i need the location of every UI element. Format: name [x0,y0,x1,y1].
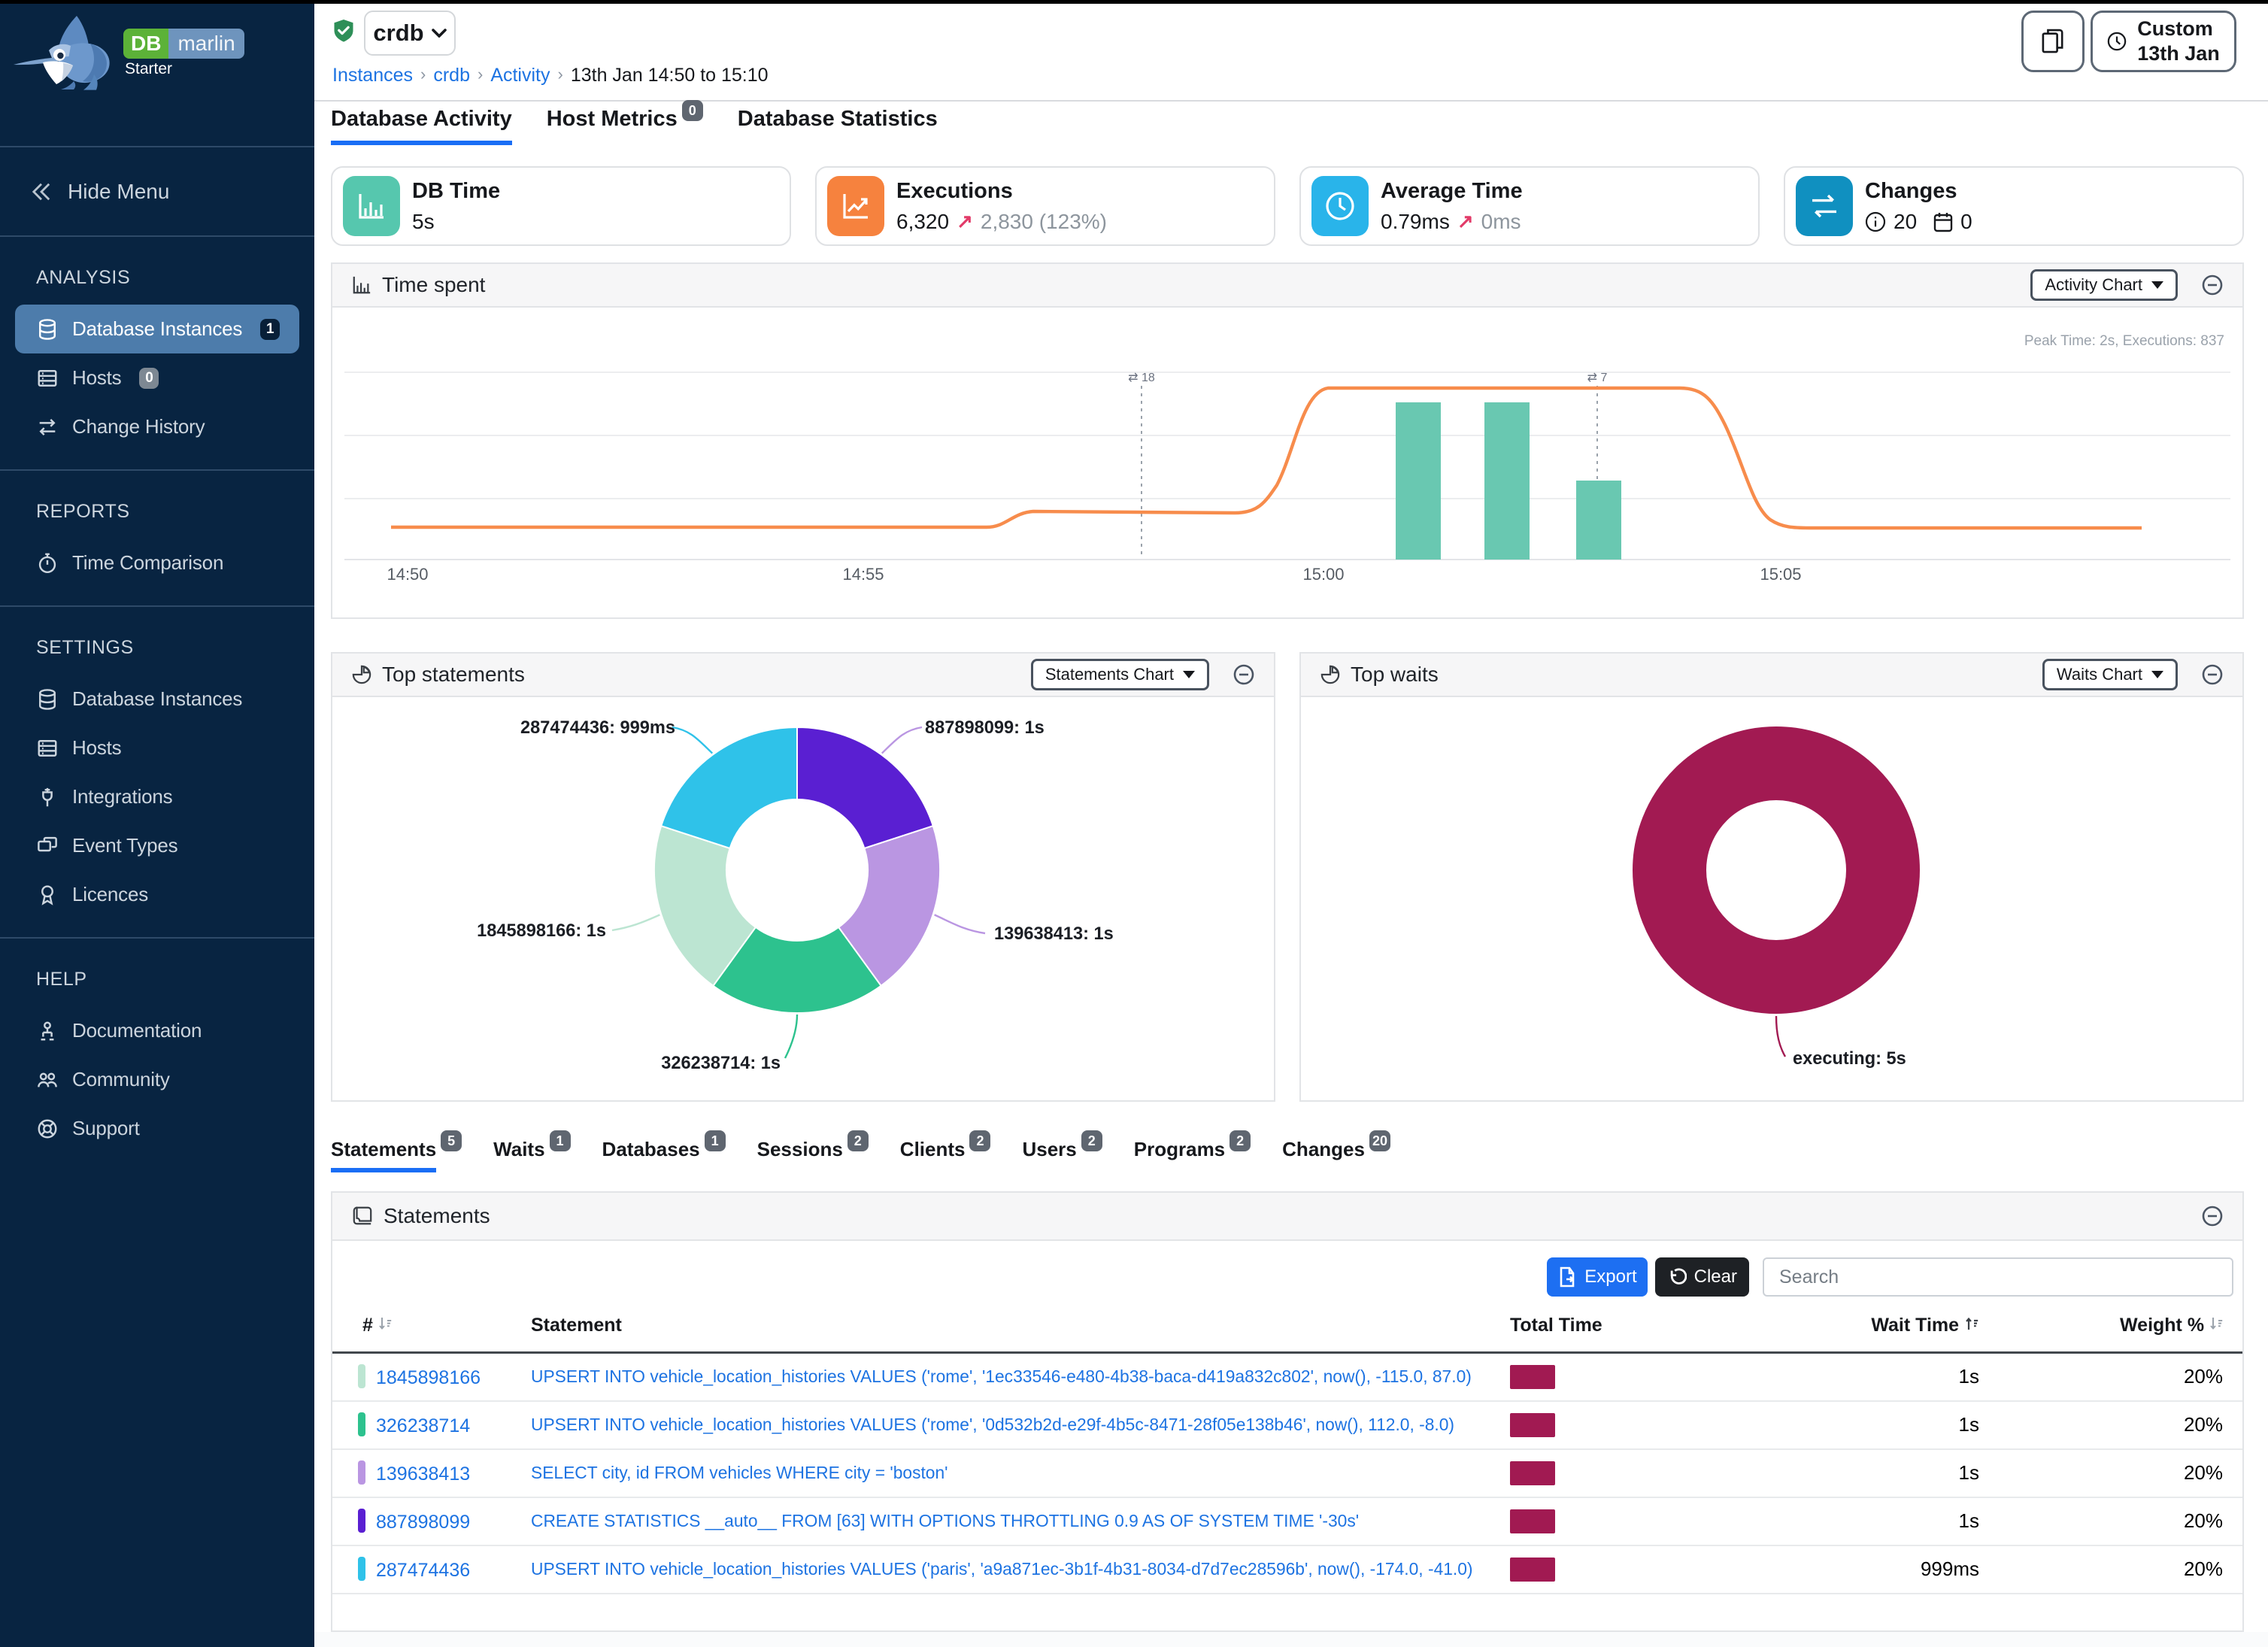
svg-text:139638413: 1s: 139638413: 1s [994,924,1114,944]
svg-text:⇄ 7: ⇄ 7 [1587,372,1608,384]
svg-text:Peak Time: 2s, Executions: 837: Peak Time: 2s, Executions: 837 [2024,333,2224,349]
svg-text:1845898166: 1s: 1845898166: 1s [477,921,606,941]
svg-text:⇄ 18: ⇄ 18 [1128,372,1155,384]
svg-text:15:05: 15:05 [1760,565,1801,584]
svg-text:287474436: 999ms: 287474436: 999ms [520,718,675,738]
svg-text:326238714: 1s: 326238714: 1s [661,1054,781,1073]
svg-text:14:55: 14:55 [842,565,884,584]
svg-text:887898099: 1s: 887898099: 1s [925,718,1045,738]
svg-text:executing: 5s: executing: 5s [1793,1049,1906,1069]
svg-text:15:00: 15:00 [1302,565,1344,584]
svg-text:14:50: 14:50 [387,565,428,584]
